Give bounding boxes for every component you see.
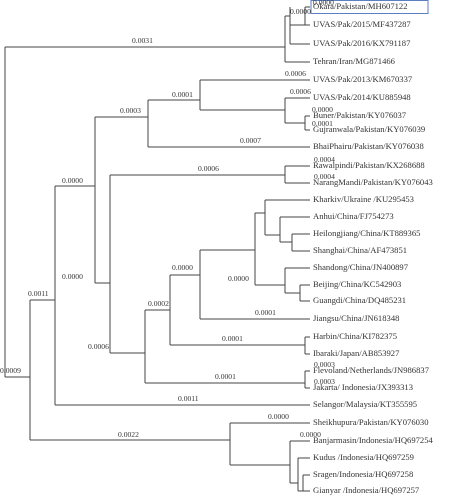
tree-branches	[4, 6, 310, 492]
leaf-label: Shandong/China/JN400897	[313, 262, 409, 272]
branch-length: 0.0000	[228, 274, 249, 283]
branch-length: 0.0000	[300, 430, 321, 439]
leaf-label: Beijing/China/KC542903	[313, 279, 401, 289]
branch-length: 0.0001	[172, 90, 193, 99]
leaf-label: Tehran/Iran/MG871466	[313, 56, 396, 66]
branch-length: 0.0009	[0, 366, 21, 375]
branch-length: 0.0000	[312, 105, 333, 114]
branch-length: 0.0001	[255, 308, 276, 317]
branch-length: 0.0006	[198, 164, 219, 173]
leaf-label: Shanghai/China/AF473851	[313, 245, 407, 255]
branch-length: 0.0011	[28, 289, 49, 298]
leaf-label: Banjarmasin/Indonesia/HQ697254	[313, 435, 434, 445]
leaf-label: UVAS/Pak/2015/MF437287	[313, 19, 411, 29]
leaf-label: Anhui/China/FJ754273	[313, 211, 394, 221]
branch-length: 0.0002	[148, 299, 169, 308]
branch-length: 0.0001	[222, 334, 243, 343]
branch-length: 0.0006	[290, 87, 311, 96]
branch-length: 0.0000	[290, 7, 311, 16]
leaf-label: Flevoland/Netherlands/JN986837	[313, 365, 430, 375]
branch-length: 0.0022	[118, 430, 139, 439]
leaf-label: Jakarta/ Indonesia/JX393313	[313, 382, 413, 392]
leaf-label: Okara/Pakistan/MH607122	[313, 1, 408, 11]
branch-length: 0.0000	[62, 176, 83, 185]
branch-length: 0.0003	[314, 360, 335, 369]
leaf-label: Kharkiv/Ukraine /KU295453	[313, 194, 414, 204]
leaf-label: Gianyar /Indonesia/HQ697257	[313, 485, 420, 495]
leaf-label: Heilongjiang/China/KT889365	[313, 228, 420, 238]
branch-length: 0.0003	[120, 106, 141, 115]
leaf-label: Sragen/Indonesia/HQ697258	[313, 469, 413, 479]
branch-length: 0.0031	[132, 36, 153, 45]
leaf-label: UVAS/Pak/2016/KX791187	[313, 38, 411, 48]
branch-length: 0.0004	[314, 155, 335, 164]
branch-length: 0.0000	[172, 263, 193, 272]
leaf-label: BhaiPhairu/Pakistan/KY076038	[313, 141, 424, 151]
branch-length: 0.0000	[62, 272, 83, 281]
branch-length: 0.0006	[285, 69, 306, 78]
leaf-label: Rawalpindi/Pakistan/KX268688	[313, 160, 425, 170]
leaf-label: Buner/Pakistan/KY076037	[313, 110, 407, 120]
leaf-label: Kudus /Indonesia/HQ697259	[313, 452, 414, 462]
branch-length: 0.0000	[268, 412, 289, 421]
leaf-label: Sheikhupura/Pakistan/KY076030	[313, 417, 429, 427]
leaf-label: UVAS/Pak/2014/KU885948	[313, 92, 411, 102]
branch-length: 0.0001	[215, 372, 236, 381]
leaf-label: Gujranwala/Pakistan/KY076039	[313, 124, 425, 134]
branch-length: 0.0003	[314, 377, 335, 386]
branch-length: 0.0001	[312, 119, 333, 128]
branch-length: 0.0000	[313, 0, 334, 7]
leaf-label: NarangMandi/Pakistan/KY076043	[313, 177, 433, 187]
leaf-label: Jiangsu/China/JN618348	[313, 313, 399, 323]
leaf-label: Ibaraki/Japan/AB853927	[313, 348, 400, 358]
highlight-box	[310, 0, 429, 14]
leaf-label: Selangor/Malaysia/KT355595	[313, 399, 417, 409]
leaf-label: Guangdi/China/DQ485231	[313, 295, 406, 305]
branch-length: 0.0004	[314, 172, 335, 181]
branch-length: 0.0006	[88, 342, 109, 351]
branch-length: 0.0011	[178, 394, 199, 403]
leaf-label: Harbin/China/KI782375	[313, 331, 397, 341]
leaf-label: UVAS/Pak/2013/KM670337	[313, 74, 413, 84]
branch-length: 0.0007	[240, 136, 261, 145]
